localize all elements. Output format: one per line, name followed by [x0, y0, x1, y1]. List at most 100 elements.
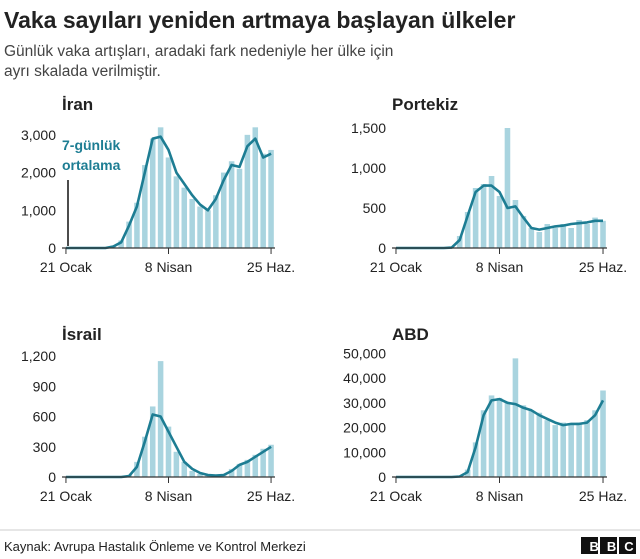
y-tick-label: 1,000	[351, 160, 386, 176]
bar	[189, 198, 195, 248]
title: Vaka sayıları yeniden artmaya başlayan ü…	[4, 7, 515, 33]
bar	[480, 410, 487, 477]
bar	[560, 422, 566, 477]
logo-text: BBC	[590, 539, 640, 554]
source: Kaynak: Avrupa Hastalık Önleme ve Kontro…	[4, 539, 306, 554]
y-tick-label: 2,000	[21, 165, 56, 181]
bar	[260, 153, 266, 248]
bar	[118, 240, 124, 248]
logo-box	[600, 537, 617, 554]
bar	[181, 187, 188, 248]
panel-title: Portekiz	[392, 95, 458, 114]
bar	[456, 236, 463, 248]
x-tick-label: 21 Ocak	[40, 488, 93, 504]
bar	[544, 224, 551, 248]
bar	[600, 220, 606, 248]
x-tick-label: 8 Nisan	[476, 488, 523, 504]
x-tick-label: 25 Haz.	[579, 488, 627, 504]
bar	[528, 228, 535, 248]
y-tick-label: 500	[363, 200, 387, 216]
bar	[268, 149, 274, 248]
bar	[149, 406, 156, 477]
bar	[584, 420, 590, 477]
y-tick-label: 1,000	[21, 202, 56, 218]
bar	[142, 436, 148, 477]
bar	[488, 395, 495, 477]
y-tick-label: 30,000	[343, 395, 386, 411]
bar	[536, 412, 543, 477]
bar	[197, 473, 203, 477]
bar	[472, 188, 479, 248]
panel-title: ABD	[392, 325, 429, 344]
bar	[173, 176, 180, 248]
bar	[157, 127, 164, 248]
bar	[592, 217, 598, 248]
y-tick-label: 300	[33, 439, 57, 455]
bar	[584, 224, 590, 248]
bar	[568, 228, 574, 248]
bar	[488, 176, 495, 248]
bar	[576, 220, 582, 248]
bar	[220, 172, 227, 248]
bar	[480, 184, 487, 248]
bar	[268, 444, 274, 477]
y-tick-label: 3,000	[21, 127, 56, 143]
x-tick-label: 8 Nisan	[476, 259, 523, 275]
bar	[228, 468, 235, 477]
bar	[165, 426, 172, 477]
logo-box	[581, 537, 598, 554]
bar	[504, 402, 511, 477]
y-tick-label: 0	[378, 240, 386, 256]
y-tick-label: 1,500	[351, 120, 386, 136]
logo: BBC	[581, 537, 640, 554]
bar	[504, 128, 511, 248]
y-tick-label: 0	[378, 469, 386, 485]
y-tick-label: 20,000	[343, 420, 386, 436]
bar	[592, 410, 598, 477]
bar	[173, 451, 180, 477]
bar	[189, 470, 195, 477]
annotation: ortalama	[62, 157, 121, 173]
bar	[181, 461, 188, 477]
bar	[205, 210, 211, 248]
panel-title: İran	[62, 95, 93, 114]
x-tick-label: 21 Ocak	[40, 259, 93, 275]
bar	[544, 420, 551, 477]
y-tick-label: 50,000	[343, 345, 386, 361]
bar	[536, 232, 543, 248]
bar	[528, 410, 535, 477]
y-tick-label: 0	[48, 240, 56, 256]
x-tick-label: 8 Nisan	[145, 259, 192, 275]
bar	[252, 127, 259, 248]
bar	[512, 358, 519, 477]
bar	[496, 196, 503, 248]
bar	[228, 161, 235, 248]
bar	[142, 165, 148, 248]
x-tick-label: 21 Ocak	[370, 488, 423, 504]
bar	[464, 212, 471, 248]
bar	[520, 405, 527, 477]
x-tick-label: 21 Ocak	[370, 259, 423, 275]
y-tick-label: 600	[33, 409, 57, 425]
bar	[134, 202, 140, 248]
bar	[252, 454, 259, 477]
bar	[552, 228, 559, 248]
bar	[126, 221, 132, 248]
bar	[472, 442, 479, 477]
bar	[512, 200, 519, 248]
x-tick-label: 25 Haz.	[579, 259, 627, 275]
y-tick-label: 0	[48, 469, 56, 485]
annotation: 7-günlük	[62, 137, 121, 153]
bar	[134, 461, 140, 477]
subtitle: ayrı skalada verilmiştir.	[4, 63, 161, 80]
y-tick-label: 1,200	[21, 348, 56, 364]
bar	[560, 224, 566, 248]
y-tick-label: 900	[33, 378, 57, 394]
subtitle: Günlük vaka artışları, aradaki fark nede…	[4, 43, 393, 60]
bar	[576, 422, 582, 477]
bar	[236, 463, 243, 477]
x-tick-label: 25 Haz.	[247, 259, 295, 275]
bar	[600, 390, 606, 477]
logo-box	[619, 537, 636, 554]
